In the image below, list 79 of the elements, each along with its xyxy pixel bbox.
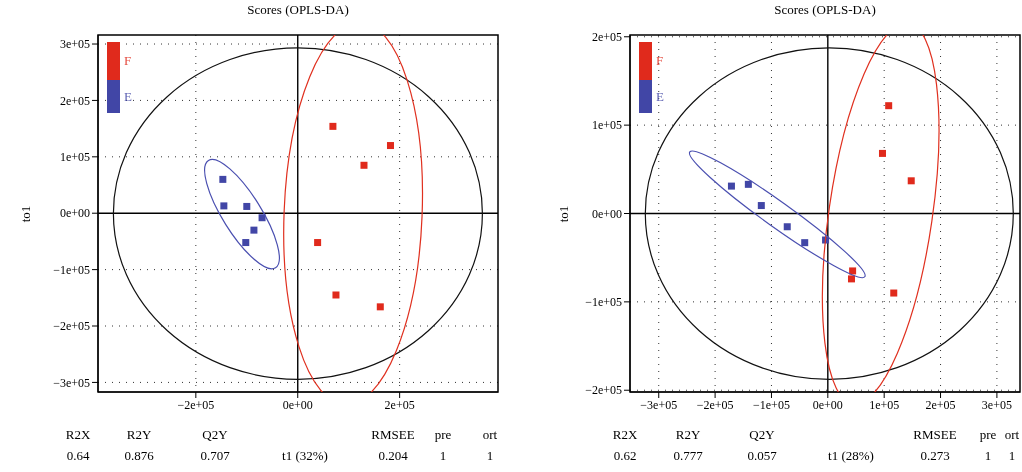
x-tick-label: 2e+05 <box>925 397 956 412</box>
text: 0.204 <box>378 448 408 464</box>
x-tick-label: 0e+00 <box>812 397 843 412</box>
text: R2Y <box>126 427 152 443</box>
x-tick-label: 1e+05 <box>869 397 900 412</box>
text: 1 <box>984 448 992 464</box>
point <box>219 175 227 183</box>
y-tick-label: 2e+05 <box>59 93 90 108</box>
y-tick-label: 3e+05 <box>59 37 90 52</box>
point <box>847 275 855 283</box>
text: 0.876 <box>124 448 154 464</box>
y-tick-label: −2e+05 <box>53 319 90 334</box>
x-tick-label: 0e+00 <box>282 397 313 412</box>
x-axis-title: t1 (28%) <box>828 448 874 464</box>
text: E <box>124 88 132 105</box>
point <box>801 239 809 247</box>
y-tick-label: −3e+05 <box>53 375 90 390</box>
y-tick-label: 0e+00 <box>59 206 90 221</box>
point <box>878 149 886 157</box>
text: R2X <box>612 427 638 443</box>
text: ort <box>1004 427 1020 443</box>
text: F <box>656 53 664 69</box>
text: pre <box>979 427 997 443</box>
y-tick-label: 1e+05 <box>59 150 90 165</box>
y-tick-label: 1e+05 <box>591 118 622 133</box>
point <box>329 122 337 130</box>
point <box>220 202 228 210</box>
point <box>332 291 340 299</box>
y-tick-label: −1e+05 <box>585 295 622 310</box>
point <box>250 226 258 234</box>
point <box>744 180 752 188</box>
x-tick-label: 2e+05 <box>384 397 415 412</box>
text: 0.057 <box>747 448 777 464</box>
point <box>376 303 384 311</box>
text: Q2Y <box>749 427 775 443</box>
text: R2Y <box>675 427 701 443</box>
x-tick-label: −2e+05 <box>177 397 215 412</box>
point <box>360 161 368 169</box>
point <box>907 177 915 185</box>
text: RMSEE <box>371 427 415 443</box>
text: 1 <box>439 448 447 464</box>
point <box>783 223 791 231</box>
text: E <box>656 88 664 105</box>
point <box>849 267 857 275</box>
point <box>885 102 893 110</box>
text: ort <box>482 427 498 443</box>
point <box>258 214 266 222</box>
y-tick-label: −1e+05 <box>53 262 90 277</box>
y-tick-label: −2e+05 <box>585 383 622 398</box>
point <box>243 202 251 210</box>
text: 1 <box>1008 448 1016 464</box>
text: 0.64 <box>66 448 90 464</box>
text: Q2Y <box>202 427 228 443</box>
text: 0.707 <box>200 448 230 464</box>
x-tick-label: 3e+05 <box>981 397 1012 412</box>
text: 0.273 <box>920 448 950 464</box>
text: pre <box>434 427 452 443</box>
text: 0.777 <box>673 448 703 464</box>
point <box>757 202 765 210</box>
point <box>727 182 735 190</box>
chart-title: Scores (OPLS-DA) <box>246 2 350 18</box>
y-tick-label: 2e+05 <box>591 30 622 45</box>
text: RMSEE <box>913 427 957 443</box>
point <box>242 239 250 247</box>
y-axis-title: to1 <box>556 205 572 222</box>
chart-title: Scores (OPLS-DA) <box>773 2 877 18</box>
y-axis-title: to1 <box>18 205 34 222</box>
text: 1 <box>486 448 494 464</box>
point <box>890 289 898 297</box>
y-tick-label: 0e+00 <box>591 206 622 221</box>
text: F <box>124 53 132 69</box>
x-tick-label: −1e+05 <box>753 397 790 412</box>
point <box>314 239 322 247</box>
x-tick-label: −3e+05 <box>640 397 678 412</box>
text: R2X <box>65 427 91 443</box>
text: 0.62 <box>613 448 637 464</box>
point <box>386 142 394 150</box>
x-tick-label: −2e+05 <box>696 397 734 412</box>
x-axis-title: t1 (32%) <box>282 448 328 464</box>
